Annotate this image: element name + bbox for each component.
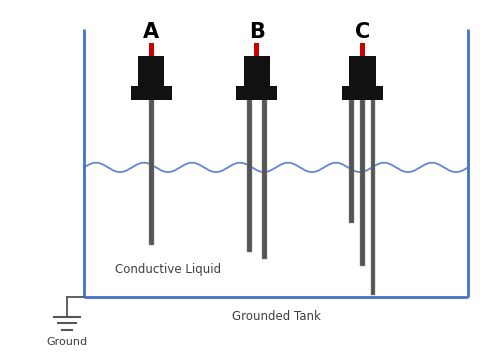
- Text: Grounded Tank: Grounded Tank: [231, 310, 321, 323]
- Bar: [131, 86, 172, 100]
- Bar: [349, 100, 354, 223]
- Bar: [237, 86, 277, 100]
- Text: A: A: [143, 22, 159, 42]
- Bar: [360, 100, 365, 266]
- Bar: [262, 100, 267, 259]
- Bar: [349, 56, 376, 86]
- Bar: [371, 100, 375, 295]
- Bar: [149, 100, 154, 245]
- Bar: [254, 43, 259, 56]
- Bar: [138, 56, 164, 86]
- Bar: [342, 86, 383, 100]
- Text: B: B: [249, 22, 265, 42]
- Bar: [149, 43, 154, 56]
- Bar: [247, 100, 252, 252]
- Bar: [244, 56, 270, 86]
- Text: Conductive Liquid: Conductive Liquid: [115, 264, 221, 276]
- Bar: [360, 43, 365, 56]
- Text: C: C: [355, 22, 370, 42]
- Text: Ground: Ground: [47, 337, 88, 347]
